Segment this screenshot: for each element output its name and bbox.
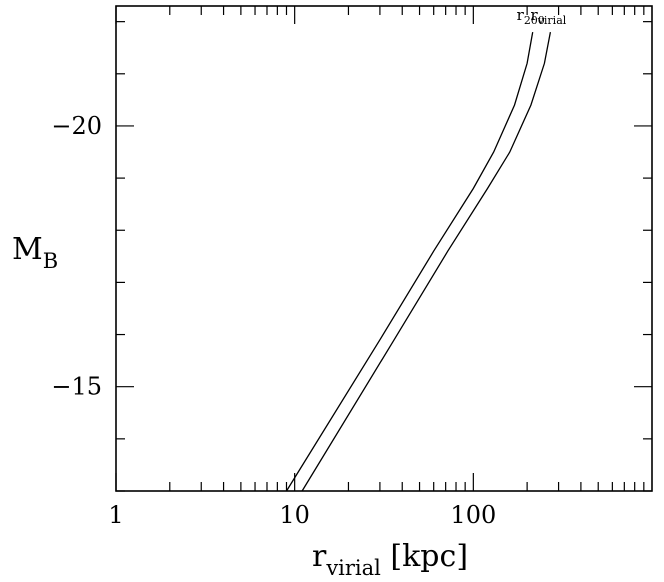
x-tick-label: 100 (450, 501, 496, 529)
y-tick-label: −20 (51, 112, 102, 140)
tick-labels: 1 10 100 −20 −15 (51, 112, 496, 529)
axis-ticks (115, 6, 652, 492)
series-lines (285, 31, 552, 492)
series-label-1: rvirial (531, 6, 567, 27)
x-axis-title: rvirial [kpc] (312, 539, 468, 580)
series-label-0: r200 (517, 6, 545, 27)
x-tick-label: 1 (108, 501, 123, 529)
series-line-1 (301, 31, 552, 492)
y-axis-title: MB (12, 232, 58, 273)
y-tick-label: −15 (51, 373, 102, 401)
plot-frame (115, 5, 653, 492)
series-line-0 (285, 31, 534, 492)
x-tick-label: 10 (279, 501, 310, 529)
